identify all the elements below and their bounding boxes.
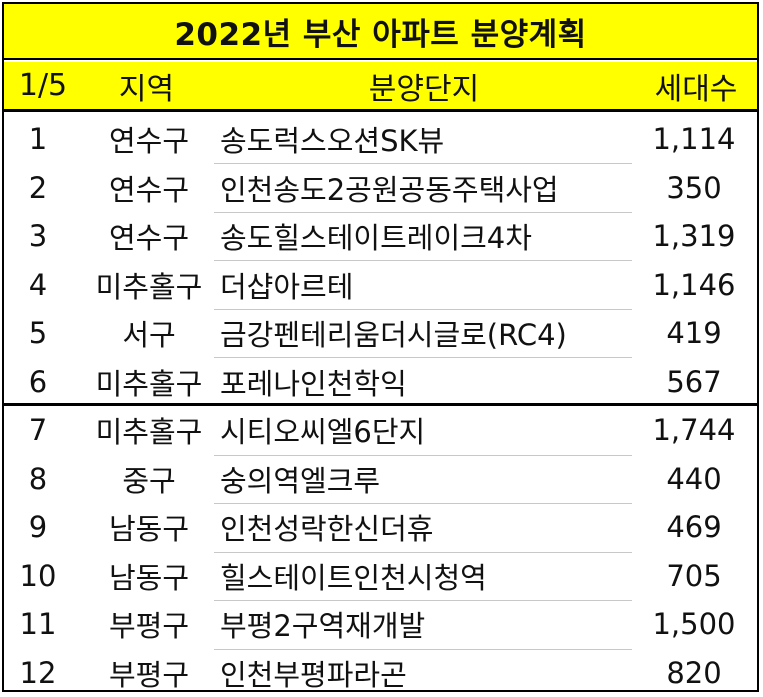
row-units: 705 xyxy=(640,552,748,601)
table-row: 2 연수구 인천송도2공원공동주택사업 350 xyxy=(4,164,757,213)
row-units: 1,500 xyxy=(640,600,748,649)
table-row: 8 중구 숭의역엘크루 440 xyxy=(4,455,757,504)
row-divider xyxy=(214,260,632,261)
row-number: 7 xyxy=(8,406,68,455)
table-row: 4 미추홀구 더샵아르테 1,146 xyxy=(4,261,757,310)
row-complex: 송도럭스오션SK뷰 xyxy=(220,115,630,164)
row-complex: 송도힐스테이트레이크4차 xyxy=(220,212,630,261)
row-units: 1,744 xyxy=(640,406,748,455)
row-complex: 포레나인천학익 xyxy=(220,358,630,407)
row-divider xyxy=(214,163,632,164)
table-row: 12 부평구 인천부평파라곤 820 xyxy=(4,649,757,697)
row-number: 4 xyxy=(8,261,68,310)
row-units: 469 xyxy=(640,503,748,552)
row-divider xyxy=(214,649,632,650)
row-region: 연수구 xyxy=(84,212,214,261)
row-number: 1 xyxy=(8,115,68,164)
table-row: 1 연수구 송도럭스오션SK뷰 1,114 xyxy=(4,115,757,164)
row-divider xyxy=(214,309,632,310)
row-region: 미추홀구 xyxy=(84,261,214,310)
group-divider xyxy=(4,403,757,406)
header-units: 세대수 xyxy=(637,62,755,109)
row-region: 중구 xyxy=(84,455,214,504)
table-row: 10 남동구 힐스테이트인천시청역 705 xyxy=(4,552,757,601)
row-number: 6 xyxy=(8,358,68,407)
row-region: 연수구 xyxy=(84,115,214,164)
table-row: 3 연수구 송도힐스테이트레이크4차 1,319 xyxy=(4,212,757,261)
row-region: 서구 xyxy=(84,309,214,358)
table-row: 5 서구 금강펜테리움더시글로(RC4) 419 xyxy=(4,309,757,358)
row-number: 12 xyxy=(8,649,68,697)
header-region: 지역 xyxy=(84,62,209,109)
row-complex: 힐스테이트인천시청역 xyxy=(220,552,630,601)
table-row: 11 부평구 부평2구역재개발 1,500 xyxy=(4,600,757,649)
row-units: 440 xyxy=(640,455,748,504)
row-divider xyxy=(214,455,632,456)
header-row: 1/5 지역 분양단지 세대수 xyxy=(4,62,757,112)
row-units: 1,114 xyxy=(640,115,748,164)
row-number: 2 xyxy=(8,164,68,213)
row-complex: 시티오씨엘6단지 xyxy=(220,406,630,455)
row-complex: 숭의역엘크루 xyxy=(220,455,630,504)
row-number: 9 xyxy=(8,503,68,552)
row-units: 1,319 xyxy=(640,212,748,261)
row-units: 350 xyxy=(640,164,748,213)
row-units: 1,146 xyxy=(640,261,748,310)
table-title: 2022년 부산 아파트 분양계획 xyxy=(174,9,586,54)
row-divider xyxy=(214,600,632,601)
row-region: 남동구 xyxy=(84,552,214,601)
row-number: 5 xyxy=(8,309,68,358)
row-complex: 금강펜테리움더시글로(RC4) xyxy=(220,309,630,358)
header-complex: 분양단지 xyxy=(214,62,634,109)
table-row: 9 남동구 인천성락한신더휴 469 xyxy=(4,503,757,552)
table-row: 7 미추홀구 시티오씨엘6단지 1,744 xyxy=(4,406,757,455)
row-units: 820 xyxy=(640,649,748,697)
row-region: 연수구 xyxy=(84,164,214,213)
row-complex: 부평2구역재개발 xyxy=(220,600,630,649)
row-region: 미추홀구 xyxy=(84,358,214,407)
row-complex: 인천부평파라곤 xyxy=(220,649,630,697)
title-bar: 2022년 부산 아파트 분양계획 xyxy=(4,4,757,60)
row-region: 부평구 xyxy=(84,649,214,697)
row-divider xyxy=(214,503,632,504)
row-region: 부평구 xyxy=(84,600,214,649)
row-number: 8 xyxy=(8,455,68,504)
row-divider xyxy=(214,552,632,553)
row-complex: 인천송도2공원공동주택사업 xyxy=(220,164,630,213)
table-body: 1 연수구 송도럭스오션SK뷰 1,114 2 연수구 인천송도2공원공동주택사… xyxy=(4,115,757,697)
row-units: 419 xyxy=(640,309,748,358)
row-number: 11 xyxy=(8,600,68,649)
row-divider xyxy=(214,212,632,213)
row-region: 남동구 xyxy=(84,503,214,552)
row-units: 567 xyxy=(640,358,748,407)
row-complex: 더샵아르테 xyxy=(220,261,630,310)
row-number: 10 xyxy=(8,552,68,601)
row-divider xyxy=(214,357,632,358)
row-region: 미추홀구 xyxy=(84,406,214,455)
header-number: 1/5 xyxy=(8,62,78,109)
row-number: 3 xyxy=(8,212,68,261)
table-row: 6 미추홀구 포레나인천학익 567 xyxy=(4,358,757,407)
row-complex: 인천성락한신더휴 xyxy=(220,503,630,552)
